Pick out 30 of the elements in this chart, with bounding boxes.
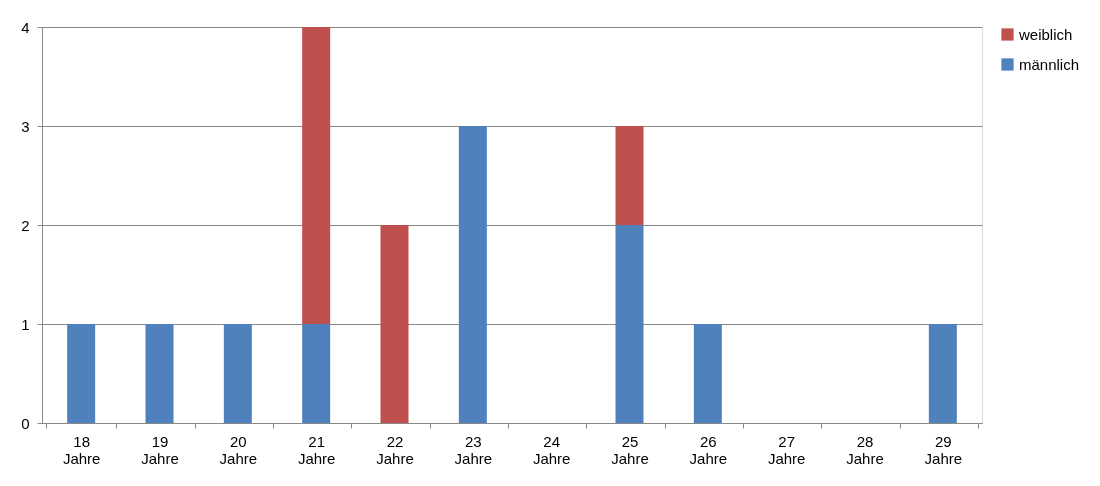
x-tick-label: 24 Jahre bbox=[532, 432, 571, 467]
x-tick-label: 19 Jahre bbox=[141, 432, 179, 467]
bar bbox=[302, 27, 331, 324]
x-tick-label: 18 Jahre bbox=[62, 432, 101, 467]
bar bbox=[615, 126, 644, 225]
bar bbox=[67, 324, 96, 423]
bar bbox=[380, 225, 409, 423]
x-tick-label: 20 Jahre bbox=[219, 432, 258, 467]
x-tick-label: 25 Jahre bbox=[611, 432, 649, 467]
y-tick-label: 2 bbox=[21, 216, 30, 234]
y-tick-label: 0 bbox=[21, 414, 30, 432]
bar bbox=[145, 324, 174, 423]
legend-label: männlich bbox=[1019, 55, 1080, 73]
bar bbox=[615, 225, 644, 423]
y-tick-label: 3 bbox=[21, 117, 30, 135]
y-tick-label: 1 bbox=[21, 315, 30, 333]
bar bbox=[693, 324, 722, 423]
bar bbox=[928, 324, 957, 423]
x-tick-label: 27 Jahre bbox=[767, 432, 806, 467]
bar bbox=[302, 324, 331, 423]
y-tick-label: 4 bbox=[21, 18, 30, 36]
bar bbox=[458, 126, 487, 423]
x-tick-label: 26 Jahre bbox=[689, 432, 728, 467]
x-tick-label: 29 Jahre bbox=[924, 432, 963, 467]
x-tick-label: 28 Jahre bbox=[846, 432, 884, 467]
bar bbox=[223, 324, 252, 423]
x-tick-label: 23 Jahre bbox=[454, 432, 493, 467]
x-tick-label: 21 Jahre bbox=[297, 432, 336, 467]
x-tick-label: 22 Jahre bbox=[376, 432, 414, 467]
legend-label: weiblich bbox=[1018, 25, 1073, 43]
